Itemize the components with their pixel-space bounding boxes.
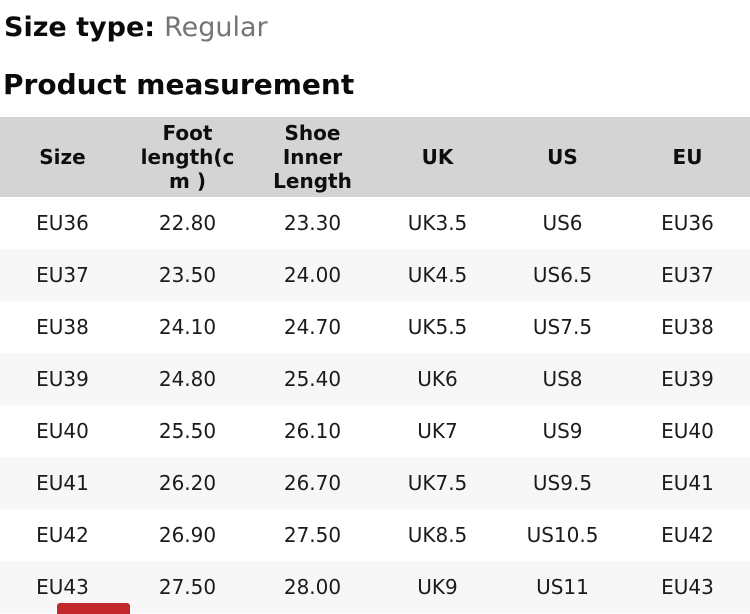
size-chart-body: EU36 22.80 23.30 UK3.5 US6 EU36 EU37 23.50 24.00… [0, 197, 750, 613]
header-row: Size Foot length(cm ) Shoe Inner Length UK U… [0, 117, 750, 197]
table-cell: EU40 [36, 419, 89, 443]
table-cell: 26.90 [158, 523, 217, 547]
table-cell: UK7.5 [407, 471, 468, 495]
table-row: EU36 22.80 23.30 UK3.5 US6 EU36 [0, 197, 750, 249]
table-cell: EU37 [36, 263, 89, 287]
table-row: EU42 26.90 27.50 UK8.5 US10.5 EU42 [0, 509, 750, 561]
table-cell: EU40 [661, 419, 714, 443]
column-header: Size [0, 117, 125, 197]
table-cell: EU38 [36, 315, 89, 339]
size-chart-table: Size Foot length(cm ) Shoe Inner Length UK U… [0, 117, 750, 613]
table-cell: 24.70 [283, 315, 342, 339]
size-type-label: Size type: [4, 12, 156, 43]
column-header: Foot length(cm ) [125, 117, 250, 197]
section-title: Product measurement [3, 68, 355, 101]
table-cell: US9.5 [532, 471, 593, 495]
table-cell: 23.30 [283, 211, 342, 235]
table-row: EU38 24.10 24.70 UK5.5 US7.5 EU38 [0, 301, 750, 353]
column-header: EU [625, 117, 750, 197]
table-cell: US7.5 [532, 315, 593, 339]
table-cell: US11 [536, 575, 589, 599]
table-cell: UK4.5 [407, 263, 468, 287]
table-cell: 28.00 [283, 575, 342, 599]
size-type-value: Regular [164, 12, 268, 43]
table-cell: US6 [542, 211, 583, 235]
table-cell: EU39 [36, 367, 89, 391]
table-cell: UK6 [417, 367, 458, 391]
table-row: EU41 26.20 26.70 UK7.5 US9.5 EU41 [0, 457, 750, 509]
table-row: EU37 23.50 24.00 UK4.5 US6.5 EU37 [0, 249, 750, 301]
table-cell: US8 [542, 367, 583, 391]
partial-red-button[interactable] [57, 603, 130, 614]
table-cell: EU36 [36, 211, 89, 235]
table-cell: UK3.5 [407, 211, 468, 235]
table-cell: EU43 [36, 575, 89, 599]
table-cell: 26.20 [158, 471, 217, 495]
table-cell: 27.50 [283, 523, 342, 547]
column-header: Shoe Inner Length [250, 117, 375, 197]
table-cell: EU36 [661, 211, 714, 235]
table-cell: 26.70 [283, 471, 342, 495]
size-chart-header: Size Foot length(cm ) Shoe Inner Length UK U… [0, 117, 750, 197]
column-header: US [500, 117, 625, 197]
table-row: EU39 24.80 25.40 UK6 US8 EU39 [0, 353, 750, 405]
table-cell: US9 [542, 419, 583, 443]
table-cell: 24.00 [283, 263, 342, 287]
table-row: EU40 25.50 26.10 UK7 US9 EU40 [0, 405, 750, 457]
table-cell: 26.10 [283, 419, 342, 443]
table-cell: EU42 [661, 523, 714, 547]
table-cell: EU41 [36, 471, 89, 495]
table-cell: EU41 [661, 471, 714, 495]
table-cell: 25.50 [158, 419, 217, 443]
table-cell: UK9 [417, 575, 458, 599]
table-cell: 24.80 [158, 367, 217, 391]
table-cell: 25.40 [283, 367, 342, 391]
table-cell: UK7 [417, 419, 458, 443]
table-cell: EU43 [661, 575, 714, 599]
column-header: UK [375, 117, 500, 197]
table-cell: UK8.5 [407, 523, 468, 547]
table-cell: EU42 [36, 523, 89, 547]
table-cell: EU38 [661, 315, 714, 339]
table-cell: 27.50 [158, 575, 217, 599]
table-cell: EU39 [661, 367, 714, 391]
table-cell: EU37 [661, 263, 714, 287]
table-cell: US6.5 [532, 263, 593, 287]
size-type-row: Size type: Regular [0, 0, 750, 43]
table-cell: UK5.5 [407, 315, 468, 339]
table-cell: 22.80 [158, 211, 217, 235]
table-cell: US10.5 [526, 523, 599, 547]
table-cell: 24.10 [158, 315, 217, 339]
table-cell: 23.50 [158, 263, 217, 287]
